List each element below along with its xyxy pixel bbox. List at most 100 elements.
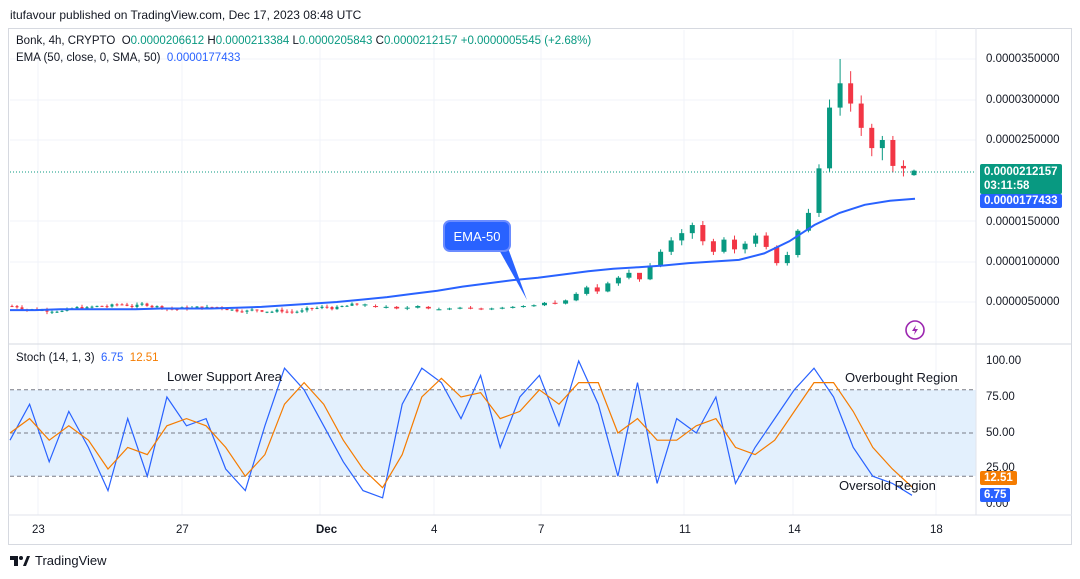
time-tick: 27 (176, 524, 189, 536)
candle-body (373, 306, 379, 308)
candle-body (383, 306, 389, 308)
time-tick: 4 (431, 524, 438, 536)
candle-body (235, 309, 239, 312)
tradingview-footer[interactable]: TradingView (10, 553, 107, 568)
candle-body (320, 306, 324, 308)
chart-frame (8, 28, 1072, 545)
overbought-label: Overbought Region (845, 370, 958, 385)
candle-body (848, 83, 854, 104)
candle-body (584, 287, 590, 294)
candle-body (230, 309, 234, 311)
candle-body (90, 306, 94, 308)
candle-body (742, 243, 748, 250)
stoch-tick: 75.00 (986, 391, 1015, 403)
stoch-legend: Stoch (14, 1, 3) 6.75 12.51 (16, 352, 159, 364)
candle-body (436, 309, 442, 311)
legend-high: 0.0000213384 (215, 35, 290, 47)
candle-body (679, 233, 685, 241)
candle-body (355, 303, 359, 305)
candle-body (260, 310, 264, 312)
candle-body (75, 306, 79, 309)
time-tick: 18 (930, 524, 943, 536)
candle-body (879, 140, 885, 149)
candle-body (195, 306, 199, 309)
legend-close: 0.0000212157 (383, 35, 458, 47)
last-price-tag: 0.0000212157 03:11:58 (980, 164, 1062, 194)
candle-body (285, 311, 289, 313)
candle-body (721, 239, 727, 252)
candle-body (594, 287, 600, 292)
candle-body (911, 170, 917, 176)
candle-body (45, 310, 49, 312)
candle-body (265, 311, 269, 313)
candle-body (795, 230, 801, 256)
candle-body (245, 310, 249, 312)
candle-body (668, 240, 674, 252)
candle-body (605, 283, 611, 292)
candle-body (784, 255, 790, 264)
stoch-d-line (9, 377, 913, 489)
candle-body (140, 303, 144, 305)
time-tick: Dec (316, 524, 338, 536)
candle-body (345, 305, 349, 307)
candle-body (325, 306, 329, 308)
candle-body (210, 306, 214, 308)
candle-body (255, 309, 259, 311)
candle-body (446, 308, 452, 310)
candle-body (541, 302, 547, 306)
candle-body (647, 265, 653, 280)
candle-body (404, 307, 410, 309)
legend-open: 0.0000206612 (130, 35, 205, 47)
candle-body (890, 140, 896, 166)
candle-body (468, 307, 474, 309)
stoch-tick: 100.00 (986, 355, 1022, 367)
candle-body (350, 303, 354, 306)
candle-body (120, 304, 124, 306)
candle-body (689, 225, 695, 234)
candle-body (125, 304, 129, 306)
ema50-line (10, 197, 916, 312)
candle-body (837, 83, 843, 108)
candle-series (10, 59, 917, 315)
price-tick: 0.0000050000 (986, 296, 1060, 308)
candle-body (394, 306, 400, 309)
bar-countdown: 03:11:58 (984, 180, 1030, 192)
candle-body (626, 272, 632, 278)
candle-body (10, 306, 14, 308)
candle-body (15, 306, 19, 308)
candle-body (900, 165, 906, 169)
candle-body (753, 235, 759, 244)
candle-body (805, 212, 811, 231)
legend-symbol: Bonk, 4h, CRYPTO (16, 35, 116, 47)
candle-body (563, 300, 569, 304)
oversold-label: Oversold Region (839, 478, 936, 493)
tradingview-logo-icon (10, 555, 30, 566)
stoch-k-line (9, 359, 913, 499)
ema-callout[interactable]: EMA-50 (443, 220, 511, 252)
candle-body (827, 107, 833, 169)
candle-body (763, 235, 769, 247)
candle-body (816, 168, 822, 213)
candle-body (315, 307, 319, 309)
candle-body (658, 251, 664, 266)
candle-body (615, 277, 621, 284)
candle-body (710, 241, 716, 252)
stoch-tick: 50.00 (986, 427, 1015, 439)
candle-body (489, 308, 495, 310)
candle-body (340, 305, 344, 307)
candle-body (60, 310, 64, 312)
time-tick: 23 (32, 524, 45, 536)
candle-body (520, 306, 526, 308)
candle-body (135, 304, 139, 308)
candle-body (240, 311, 244, 313)
candle-body (732, 239, 738, 250)
candle-body (115, 304, 119, 306)
candle-body (573, 293, 579, 301)
candle-body (95, 305, 99, 307)
ema-legend-value: 0.0000177433 (166, 52, 241, 64)
candle-body (155, 306, 159, 308)
price-tick: 0.0000350000 (986, 53, 1060, 65)
candle-body (362, 304, 368, 306)
candle-body (145, 303, 149, 306)
